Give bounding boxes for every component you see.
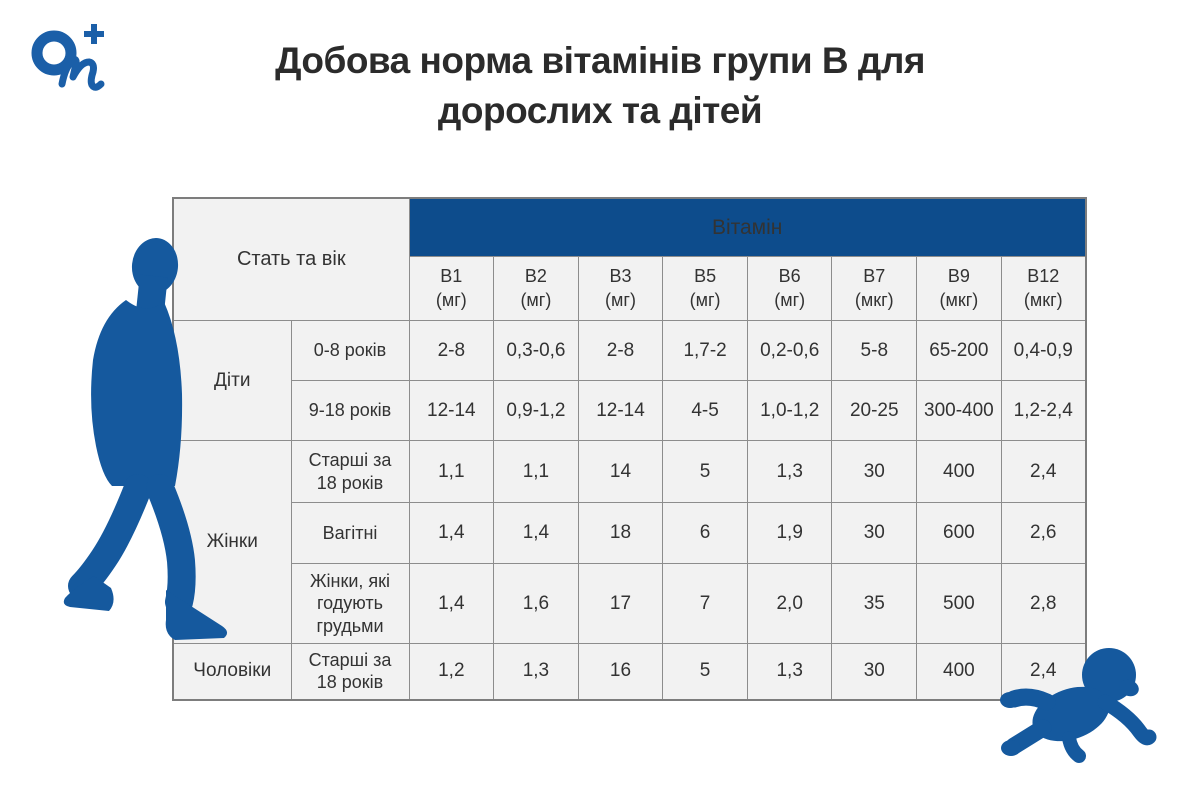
value-cell: 1,3	[746, 643, 833, 700]
value-cell: 1,7-2	[662, 320, 748, 381]
man-silhouette-icon	[63, 238, 228, 640]
row-label: 0-8 років	[290, 320, 410, 381]
value-cell: 20-25	[831, 380, 918, 441]
value-cell: 14	[577, 440, 664, 503]
value-cell: 17	[577, 563, 664, 644]
vitamin-header: Вітамін	[408, 197, 1087, 257]
value-cell: 35	[831, 563, 918, 644]
value-cell: 5-8	[831, 320, 918, 381]
value-cell: 600	[916, 502, 1002, 564]
value-cell: 0,2-0,6	[746, 320, 833, 381]
column-header-b5: B5 (мг)	[662, 256, 748, 321]
value-cell: 1,9	[746, 502, 833, 564]
value-cell: 12-14	[577, 380, 664, 441]
value-cell: 30	[831, 440, 918, 503]
table-body: Діти 0-8 років 2-8 0,3-0,6 2-8 1,7-2 0,2-0,6 5-…	[172, 320, 1087, 700]
value-cell: 400	[916, 440, 1002, 503]
table-row: Чоловіки Старші за 18 років 1,2 1,3 16 5 1,3 30…	[172, 643, 1087, 700]
column-header-b3: B3 (мг)	[577, 256, 664, 321]
logo-n-icon	[58, 56, 105, 91]
baby-silhouette-icon	[1000, 648, 1157, 763]
table-row: Жінки, які годують грудьми 1,4 1,6 17 7 2,0 35…	[173, 563, 1087, 644]
value-cell: 16	[577, 643, 664, 700]
value-cell: 2-8	[577, 320, 664, 381]
value-cell: 1,1	[408, 440, 495, 503]
value-cell: 1,6	[493, 563, 579, 644]
value-cell: 18	[577, 502, 664, 564]
value-cell: 1,4	[408, 563, 495, 644]
table-row: Діти 0-8 років 2-8 0,3-0,6 2-8 1,7-2 0,2-0,6 5-…	[172, 320, 1087, 441]
value-cell: 2,4	[1000, 440, 1087, 503]
table-row: Жінки Старші за 18 років 1,1 1,1 14 5 1,3 30 400…	[172, 440, 1087, 644]
value-cell: 1,1	[493, 440, 579, 503]
value-cell: 2-8	[408, 320, 495, 381]
title-line-1: Добова норма вітамінів групи В для	[275, 40, 925, 81]
value-cell: 1,2-2,4	[1000, 380, 1087, 441]
title-line-2: дорослих та дітей	[437, 89, 763, 131]
value-cell: 300-400	[916, 380, 1002, 441]
value-cell: 6	[662, 502, 748, 564]
table-row: Вагітні 1,4 1,4 18 6 1,9 30 600 2,6	[173, 502, 1087, 564]
column-header-b7: B7 (мкг)	[831, 256, 918, 321]
vitamin-table: Стать та вік Вітамін B1 (мг) B2 (мг) B3 (мг) B…	[172, 197, 1087, 701]
row-label: Вагітні	[290, 502, 410, 564]
value-cell: 2,0	[746, 563, 833, 644]
logo-o-icon	[31, 30, 77, 76]
logo-icon	[31, 24, 105, 91]
value-cell: 0,3-0,6	[493, 320, 579, 381]
page-title: Добова норма вітамінів групи В для дорос…	[0, 36, 1200, 136]
value-cell: 2,6	[1000, 502, 1087, 564]
column-header-b9: B9 (мкг)	[916, 256, 1002, 321]
value-cell: 0,9-1,2	[493, 380, 579, 441]
value-cell: 30	[831, 643, 918, 700]
value-cell: 0,4-0,9	[1000, 320, 1087, 381]
value-cell: 1,4	[408, 502, 495, 564]
table-row: 9-18 років 12-14 0,9-1,2 12-14 4-5 1,0-1,2 20-…	[173, 380, 1087, 441]
value-cell: 12-14	[408, 380, 495, 441]
value-cell: 400	[916, 643, 1002, 700]
value-cell: 1,3	[746, 440, 833, 503]
value-cell: 4-5	[662, 380, 748, 441]
value-cell: 500	[916, 563, 1002, 644]
brand-logo	[28, 20, 138, 112]
column-header-b6: B6 (мг)	[746, 256, 833, 321]
value-cell: 1,4	[493, 502, 579, 564]
column-header-b1: B1 (мг)	[408, 256, 495, 321]
value-cell: 7	[662, 563, 748, 644]
value-cell: 30	[831, 502, 918, 564]
row-label: Старші за 18 років	[290, 643, 410, 700]
column-header-b2: B2 (мг)	[493, 256, 579, 321]
value-cell: 5	[662, 440, 748, 503]
row-label: Старші за 18 років	[290, 440, 410, 503]
value-cell: 65-200	[916, 320, 1002, 381]
value-cell: 2,8	[1000, 563, 1087, 644]
column-header-b12: B12 (мкг)	[1000, 256, 1087, 321]
value-cell: 1,0-1,2	[746, 380, 833, 441]
value-cell: 1,3	[493, 643, 579, 700]
row-label: Жінки, які годують грудьми	[290, 563, 410, 644]
column-header-row: B1 (мг) B2 (мг) B3 (мг) B5 (мг) B6 (мг) B7 (мкг) B9(…	[173, 256, 1087, 321]
group-label: Чоловіки	[172, 643, 292, 700]
logo-plus-icon	[84, 24, 104, 44]
value-cell: 1,2	[408, 643, 495, 700]
row-label: 9-18 років	[290, 380, 410, 441]
value-cell: 5	[662, 643, 748, 700]
